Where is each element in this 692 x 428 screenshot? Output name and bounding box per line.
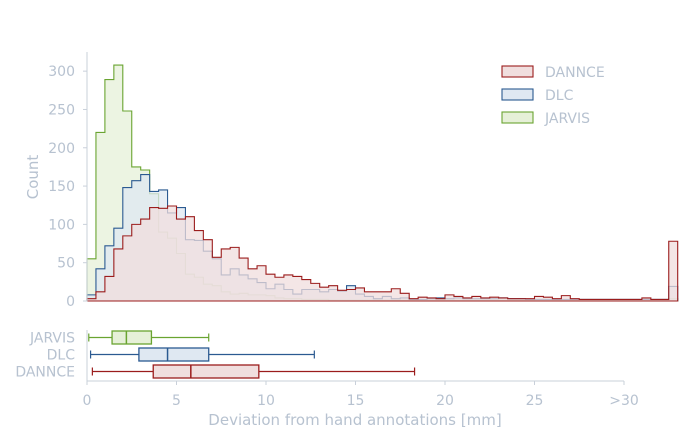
box-iqr bbox=[138, 347, 210, 362]
y-tick-label: 300 bbox=[48, 64, 75, 80]
y-tick-label: 200 bbox=[48, 141, 75, 157]
x-tick-label: 0 bbox=[83, 393, 92, 409]
x-tick-label: 20 bbox=[436, 393, 454, 409]
boxplot-label-jarvis: JARVIS bbox=[29, 331, 75, 347]
y-tick-label: 50 bbox=[57, 256, 75, 272]
boxplot-label-dlc: DLC bbox=[47, 348, 76, 364]
boxplot-dannce: DANNCE bbox=[15, 364, 416, 381]
x-axis-title: Deviation from hand annotations [mm] bbox=[208, 411, 501, 428]
boxplot-jarvis: JARVIS bbox=[29, 330, 210, 347]
boxplot-axes: 0 5 10 15 20 25 >30 bbox=[83, 330, 639, 409]
box-iqr bbox=[111, 330, 153, 345]
legend-swatch-dlc bbox=[501, 88, 534, 101]
y-tick-label: 150 bbox=[48, 179, 75, 195]
legend-swatch-jarvis bbox=[501, 111, 534, 124]
y-tick-label: 250 bbox=[48, 102, 75, 118]
legend-label-jarvis: JARVIS bbox=[544, 111, 590, 127]
histogram-axes: 0 50 100 150 200 250 300 bbox=[48, 52, 88, 310]
x-tick-label: 25 bbox=[526, 393, 544, 409]
y-tick-label: 0 bbox=[66, 294, 75, 310]
y-tick-label: 100 bbox=[48, 217, 75, 233]
x-tick-label: >30 bbox=[609, 393, 639, 409]
x-tick-label: 5 bbox=[172, 393, 181, 409]
legend: DANNCE DLC JARVIS bbox=[501, 65, 605, 127]
box-iqr bbox=[152, 364, 260, 379]
legend-swatch-dannce bbox=[501, 65, 534, 78]
x-tick-label: 15 bbox=[347, 393, 365, 409]
boxplot-dlc: DLC bbox=[47, 347, 315, 364]
boxplot-label-dannce: DANNCE bbox=[15, 365, 75, 381]
legend-label-dlc: DLC bbox=[545, 88, 574, 104]
histogram-series-dannce bbox=[86, 205, 679, 302]
y-axis-title: Count bbox=[24, 155, 42, 200]
legend-label-dannce: DANNCE bbox=[545, 65, 605, 81]
histogram-series-group bbox=[86, 64, 679, 302]
x-tick-label: 10 bbox=[257, 393, 275, 409]
